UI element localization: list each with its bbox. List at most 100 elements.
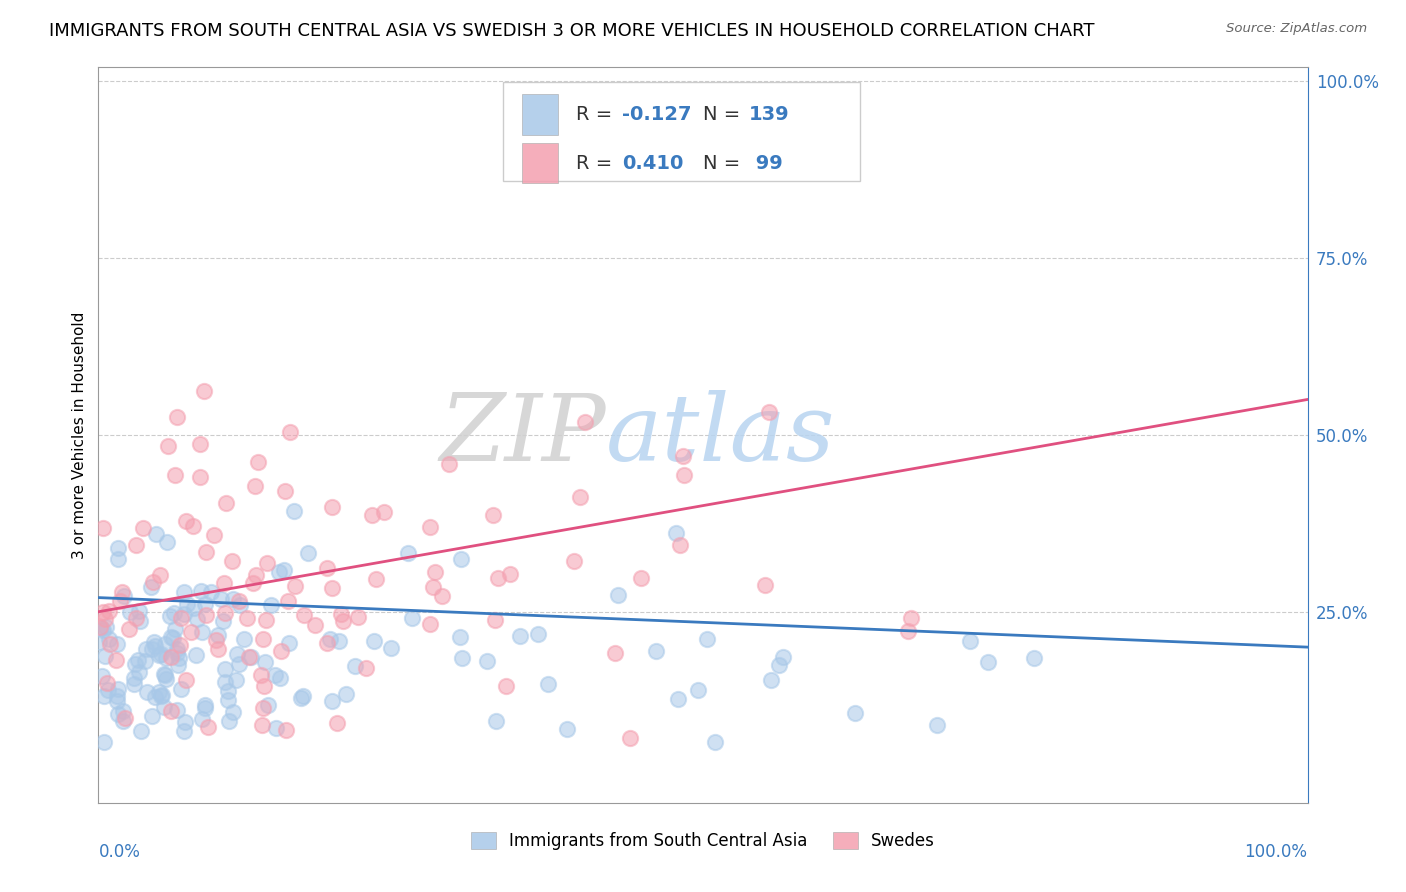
Point (326, 715, 349, 730)
Point (167, 658, 190, 673)
Point (269, 671, 291, 685)
Point (477, 654, 499, 668)
Point (165, 622, 187, 636)
Point (321, 500, 343, 514)
Point (132, 520, 155, 534)
Text: Source: ZipAtlas.com: Source: ZipAtlas.com (1226, 22, 1367, 36)
Point (150, 689, 173, 703)
Point (347, 610, 370, 624)
Point (401, 610, 423, 624)
Point (228, 657, 250, 672)
Point (354, 661, 377, 675)
Point (321, 694, 343, 708)
Point (666, 691, 689, 706)
Point (155, 673, 177, 687)
Point (606, 588, 628, 602)
Point (125, 538, 148, 552)
Point (242, 575, 264, 590)
Point (630, 571, 652, 585)
Point (143, 690, 166, 704)
Point (278, 425, 301, 439)
Point (153, 668, 176, 682)
Point (141, 709, 163, 723)
Point (214, 606, 236, 620)
Text: 100.0%: 100.0% (1244, 843, 1308, 862)
Point (217, 692, 239, 706)
Point (419, 616, 441, 631)
Point (319, 632, 342, 647)
Point (758, 405, 780, 419)
Point (108, 594, 131, 608)
Point (150, 688, 173, 702)
Point (166, 641, 188, 656)
Point (754, 578, 776, 592)
Point (129, 723, 152, 738)
Point (228, 593, 250, 607)
Point (844, 706, 866, 721)
Point (361, 508, 384, 522)
Point (328, 634, 350, 648)
Point (218, 714, 240, 729)
Point (162, 631, 184, 645)
Point (153, 637, 176, 651)
Point (91, 605, 114, 619)
Point (148, 648, 170, 663)
Point (568, 490, 591, 504)
Point (89, 620, 111, 634)
Point (256, 557, 278, 571)
Point (96, 620, 118, 634)
Point (143, 634, 166, 648)
Point (225, 673, 247, 688)
Point (173, 607, 195, 622)
Point (669, 538, 692, 552)
Point (190, 713, 212, 727)
Point (665, 525, 688, 540)
Point (238, 650, 260, 665)
Point (495, 679, 517, 693)
Point (291, 689, 314, 703)
Text: N =: N = (703, 153, 747, 172)
Point (245, 567, 267, 582)
Point (215, 495, 238, 509)
Point (111, 585, 134, 599)
Point (194, 597, 217, 611)
Point (128, 604, 150, 618)
Point (373, 504, 395, 518)
Point (759, 673, 782, 688)
Text: 0.410: 0.410 (621, 153, 683, 172)
Point (437, 457, 460, 471)
Point (229, 598, 252, 612)
Point (484, 614, 506, 628)
Point (284, 579, 307, 593)
Point (184, 648, 207, 662)
Point (107, 707, 129, 722)
Text: 0.0%: 0.0% (98, 843, 141, 862)
Point (143, 640, 166, 654)
Point (536, 676, 558, 690)
Point (194, 545, 217, 559)
Point (509, 629, 531, 643)
Point (139, 580, 162, 594)
Point (194, 698, 217, 712)
Point (449, 630, 471, 644)
Point (927, 718, 949, 732)
Point (703, 734, 725, 748)
Point (430, 589, 453, 603)
Point (283, 504, 305, 518)
Point (672, 449, 695, 463)
Point (900, 611, 922, 625)
FancyBboxPatch shape (503, 81, 860, 181)
Point (159, 609, 181, 624)
Point (233, 632, 256, 647)
Point (214, 675, 236, 690)
Point (162, 606, 184, 620)
Point (226, 647, 249, 661)
Point (87, 635, 110, 649)
Point (170, 682, 193, 697)
Point (562, 554, 585, 568)
Point (574, 415, 596, 429)
Point (97, 683, 120, 698)
Point (160, 630, 183, 644)
Point (264, 722, 287, 736)
Point (253, 679, 276, 693)
